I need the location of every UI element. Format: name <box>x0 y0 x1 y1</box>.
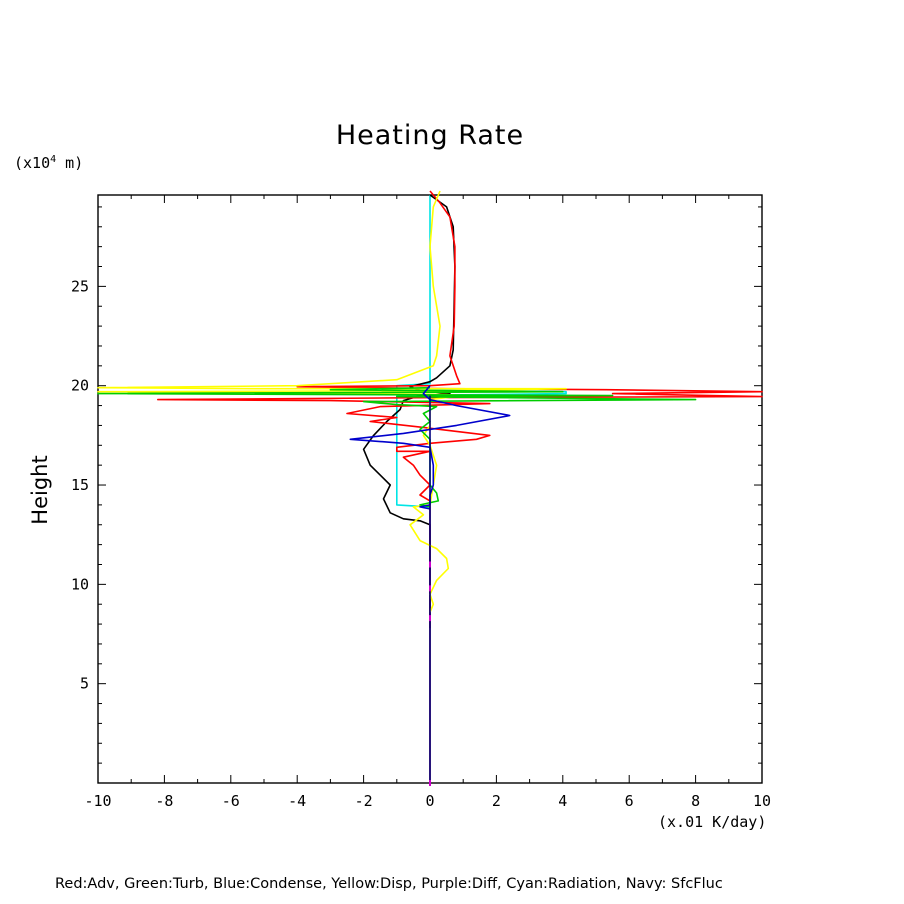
series-line-turb <box>97 386 697 508</box>
x-tick-label: -10 <box>84 792 111 810</box>
x-tick-label: 0 <box>425 792 434 810</box>
chart-title: Heating Rate <box>335 120 525 151</box>
y-tick-label: 15 <box>71 476 89 494</box>
y-tick-label: 25 <box>71 277 89 295</box>
x-tick-label: 4 <box>558 792 567 810</box>
x-tick-label: 6 <box>625 792 634 810</box>
series-line-disp <box>97 190 567 613</box>
x-tick-label: -2 <box>355 792 373 810</box>
legend-caption: Red:Adv, Green:Turb, Blue:Condense, Yell… <box>55 876 723 892</box>
x-tick-label: -4 <box>288 792 306 810</box>
y-tick-label: 5 <box>80 675 89 693</box>
x-axis-unit: (x.01 K/day) <box>658 813 767 831</box>
x-tick-label: -8 <box>155 792 173 810</box>
x-tick-label: 10 <box>753 792 771 810</box>
x-tick-label: 8 <box>691 792 700 810</box>
series-line-black <box>362 194 456 629</box>
x-tick-label: -6 <box>222 792 240 810</box>
series-line-radiation <box>395 195 567 783</box>
x-tick-label: 2 <box>492 792 501 810</box>
y-unit-suffix: m) <box>56 154 84 172</box>
y-unit-prefix: (x10 <box>14 154 51 172</box>
series-line-adv <box>157 190 763 783</box>
y-unit-exponent: 4 <box>50 154 57 165</box>
y-tick-label: 20 <box>71 377 89 395</box>
y-tick-label: 10 <box>71 575 89 593</box>
y-axis-unit: (x104 m) <box>14 154 83 172</box>
